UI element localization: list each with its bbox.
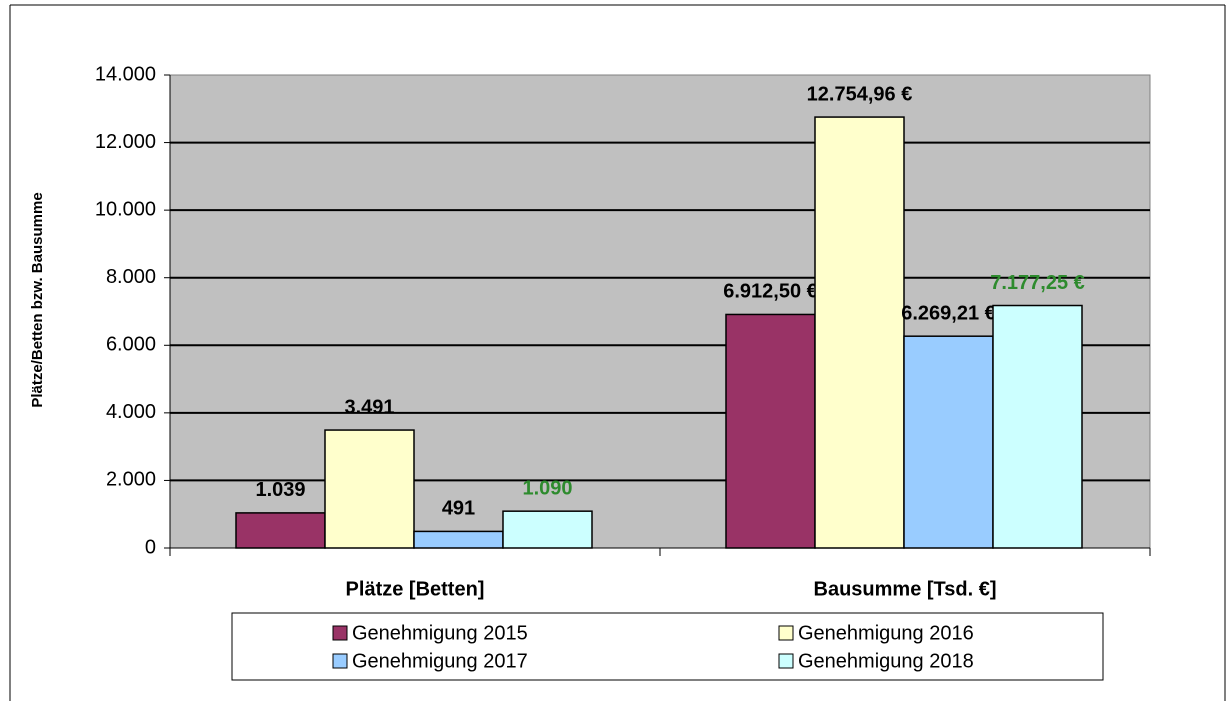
y-tick-label: 6.000 <box>106 334 156 356</box>
y-tick-label: 4.000 <box>106 401 156 423</box>
legend-swatch <box>778 625 794 641</box>
bar <box>324 429 415 549</box>
value-label: 6.912,50 € <box>723 281 818 303</box>
bar <box>903 335 994 549</box>
value-label: 491 <box>442 498 475 520</box>
x-tick-label: Plätze [Betten] <box>346 578 485 600</box>
bar <box>502 510 593 549</box>
legend-label: Genehmigung 2018 <box>798 650 974 672</box>
legend-swatch <box>778 653 794 669</box>
value-label: 1.090 <box>522 477 572 499</box>
y-tick-label: 8.000 <box>106 266 156 288</box>
value-label: 1.039 <box>255 479 305 501</box>
legend-label: Genehmigung 2016 <box>798 622 974 644</box>
legend-label: Genehmigung 2017 <box>352 650 528 672</box>
value-label: 6.269,21 € <box>901 302 996 324</box>
bar <box>814 116 905 549</box>
y-axis-label: Plätze/Betten bzw. Bausumme <box>29 192 46 407</box>
legend-label: Genehmigung 2015 <box>352 622 528 644</box>
value-label: 7.177,25 € <box>990 272 1085 294</box>
legend-swatch <box>332 625 348 641</box>
value-label: 12.754,96 € <box>807 83 913 105</box>
y-tick-label: 12.000 <box>95 131 156 153</box>
legend <box>231 612 1104 681</box>
y-tick-label: 10.000 <box>95 198 156 220</box>
legend-swatch <box>332 653 348 669</box>
x-tick-label: Bausumme [Tsd. €] <box>814 578 997 600</box>
bar <box>413 530 504 549</box>
y-tick-label: 0 <box>145 536 156 558</box>
bar <box>992 304 1083 549</box>
bar <box>725 313 816 549</box>
bar <box>235 512 326 549</box>
y-tick-label: 14.000 <box>95 63 156 85</box>
value-label: 3.491 <box>344 396 394 418</box>
y-tick-label: 2.000 <box>106 469 156 491</box>
